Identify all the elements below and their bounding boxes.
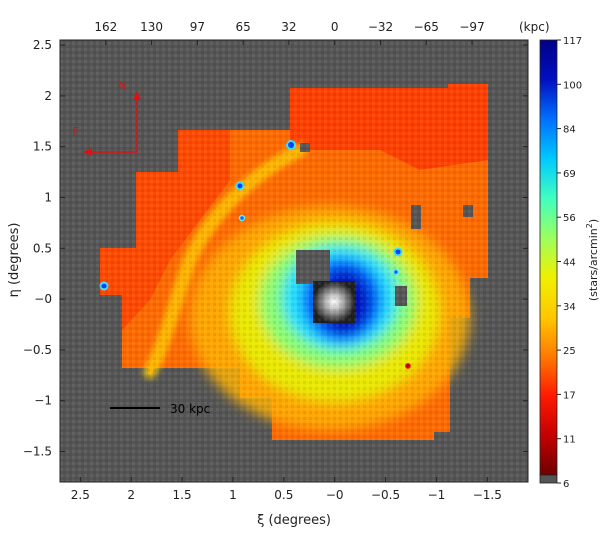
colorbar-tick-label: 117 xyxy=(563,36,582,47)
y-tick-label: 1 xyxy=(44,190,52,204)
top-tick-label: 65 xyxy=(235,20,250,34)
y-tick-label: 2.5 xyxy=(33,38,52,52)
y-tick-label: −1 xyxy=(34,394,52,408)
x-tick-label: 2.5 xyxy=(71,488,90,502)
colorbar-tick-label: 11 xyxy=(563,435,576,446)
x-tick-label: 1.5 xyxy=(173,488,192,502)
x-tick-label: −1 xyxy=(428,488,446,502)
noise-overlay xyxy=(60,40,528,482)
y-tick-label: −0 xyxy=(34,292,52,306)
top-tick-label: 130 xyxy=(140,20,163,34)
y-axis: 2.5 2 1.5 1 0.5 −0 −0.5 −1 −1.5 xyxy=(23,38,528,459)
x-axis: 2.5 2 1.5 1 0.5 −0 −0.5 −1 −1.5 xyxy=(71,477,502,502)
compass-north-arrowhead xyxy=(133,91,141,100)
compass-north-label: N xyxy=(118,79,127,93)
x-tick-label: 1 xyxy=(229,488,237,502)
scale-bar: 30 kpc xyxy=(110,402,210,416)
x-tick-label: 0.5 xyxy=(274,488,293,502)
scale-bar-label: 30 kpc xyxy=(170,402,210,416)
compass: N E xyxy=(72,79,141,156)
colorbar-label: (stars/arcmin2) xyxy=(585,219,600,301)
colorbar-label-main: (stars/arcmin xyxy=(587,228,600,301)
top-tick-label: 97 xyxy=(190,20,205,34)
y-tick-label: 2 xyxy=(44,89,52,103)
colorbar-ticks: 117 100 84 69 56 44 34 25 17 11 6 xyxy=(557,36,582,490)
colorbar-tick-label: 69 xyxy=(563,169,576,180)
compass-east-arrowhead xyxy=(83,148,92,156)
x-tick-label: −0.5 xyxy=(371,488,400,502)
top-tick-label: −32 xyxy=(368,20,393,34)
top-tick-label: −65 xyxy=(414,20,439,34)
colorbar-tick-label: 44 xyxy=(563,258,576,269)
x-tick-label: 2 xyxy=(127,488,135,502)
colorbar-tick-label: 84 xyxy=(563,125,576,136)
top-axis: 162 130 97 65 32 0 −32 −65 −97 xyxy=(94,20,485,45)
top-tick-label: −97 xyxy=(459,20,484,34)
colorbar-tick-label: 34 xyxy=(563,302,576,313)
colorbar-label-sup: 2 xyxy=(585,223,594,228)
y-tick-label: 0.5 xyxy=(33,241,52,255)
top-axis-unit-label: (kpc) xyxy=(519,20,550,34)
y-tick-label: −0.5 xyxy=(23,343,52,357)
x-tick-label: −0 xyxy=(326,488,344,502)
top-tick-label: 162 xyxy=(94,20,117,34)
colorbar: 117 100 84 69 56 44 34 25 17 11 6 (stars/arcmin2) xyxy=(539,36,600,490)
y-axis-label: η (degrees) xyxy=(7,223,22,298)
compass-east-label: E xyxy=(72,125,80,139)
y-tick-label: −1.5 xyxy=(23,445,52,459)
colorbar-ramp xyxy=(539,39,558,476)
colorbar-nodata-swatch xyxy=(539,474,558,484)
x-tick-label: −1.5 xyxy=(473,488,502,502)
y-tick-label: 1.5 xyxy=(33,140,52,154)
plot-frame xyxy=(59,39,529,483)
colorbar-tick-label: 25 xyxy=(563,346,576,357)
colorbar-tick-label: 56 xyxy=(563,213,576,224)
colorbar-tick-label: 100 xyxy=(563,80,582,91)
colorbar-tick-label: 6 xyxy=(563,479,569,490)
colorbar-tick-label: 17 xyxy=(563,390,576,401)
density-map xyxy=(60,40,528,482)
colorbar-label-close: ) xyxy=(587,219,600,223)
top-tick-label: 0 xyxy=(331,20,339,34)
top-tick-label: 32 xyxy=(281,20,296,34)
x-axis-label: ξ (degrees) xyxy=(257,513,331,528)
